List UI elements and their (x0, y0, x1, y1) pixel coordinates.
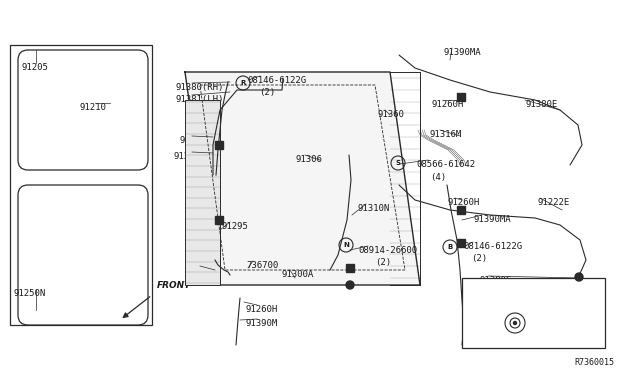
Bar (215, 141, 223, 149)
Text: W/O SUNROOF: W/O SUNROOF (474, 290, 533, 299)
Text: FRONT: FRONT (157, 281, 191, 290)
Text: 736700: 736700 (246, 261, 278, 270)
Text: 91295: 91295 (222, 222, 249, 231)
Text: 91260H: 91260H (173, 152, 205, 161)
Bar (457, 206, 465, 214)
Text: 91316M: 91316M (430, 130, 462, 139)
Text: S: S (396, 160, 401, 166)
Bar (457, 239, 465, 247)
Bar (457, 93, 465, 101)
Text: 91280: 91280 (193, 266, 220, 275)
Text: N: N (343, 242, 349, 248)
Text: B: B (447, 244, 452, 250)
Bar (185, 100, 220, 285)
Text: (2): (2) (471, 254, 487, 263)
Bar (462, 278, 605, 348)
Text: R7360015: R7360015 (574, 358, 614, 367)
Circle shape (575, 273, 583, 281)
Text: 91380E: 91380E (525, 100, 557, 109)
Text: R: R (240, 80, 246, 86)
Text: 91310N: 91310N (358, 204, 390, 213)
Text: 08914-26600: 08914-26600 (358, 246, 417, 255)
FancyBboxPatch shape (18, 185, 148, 325)
Text: 91390M: 91390M (179, 136, 211, 145)
Circle shape (346, 281, 354, 289)
Bar (215, 216, 223, 224)
Text: 91205: 91205 (22, 63, 49, 72)
Text: 91260H: 91260H (447, 198, 479, 207)
Text: 08146-6122G: 08146-6122G (247, 76, 306, 85)
FancyBboxPatch shape (18, 50, 148, 170)
Text: 91306: 91306 (295, 155, 322, 164)
Text: 91300A: 91300A (282, 270, 314, 279)
Text: (4): (4) (430, 173, 446, 182)
Text: (2): (2) (375, 258, 391, 267)
Text: 91390MA: 91390MA (443, 48, 481, 57)
Text: 91381(LH): 91381(LH) (175, 95, 223, 104)
Text: 91390M: 91390M (246, 319, 278, 328)
Text: 91250N: 91250N (14, 289, 46, 298)
Text: 91222E: 91222E (538, 198, 570, 207)
Text: 08566-61642: 08566-61642 (416, 160, 475, 169)
Text: 91390MA: 91390MA (474, 215, 511, 224)
Text: 91360: 91360 (378, 110, 405, 119)
Bar (346, 264, 354, 272)
Text: 91260H: 91260H (432, 100, 464, 109)
Text: 08146-6122G: 08146-6122G (463, 242, 522, 251)
Polygon shape (185, 72, 420, 285)
Text: 91210: 91210 (80, 103, 107, 112)
Bar (10, 45, 152, 325)
Text: (2): (2) (259, 88, 275, 97)
Circle shape (513, 321, 516, 324)
Text: 91260H: 91260H (246, 305, 278, 314)
Text: 91260F: 91260F (494, 330, 526, 339)
Text: 91380E: 91380E (479, 276, 511, 285)
Text: 91380(RH): 91380(RH) (175, 83, 223, 92)
